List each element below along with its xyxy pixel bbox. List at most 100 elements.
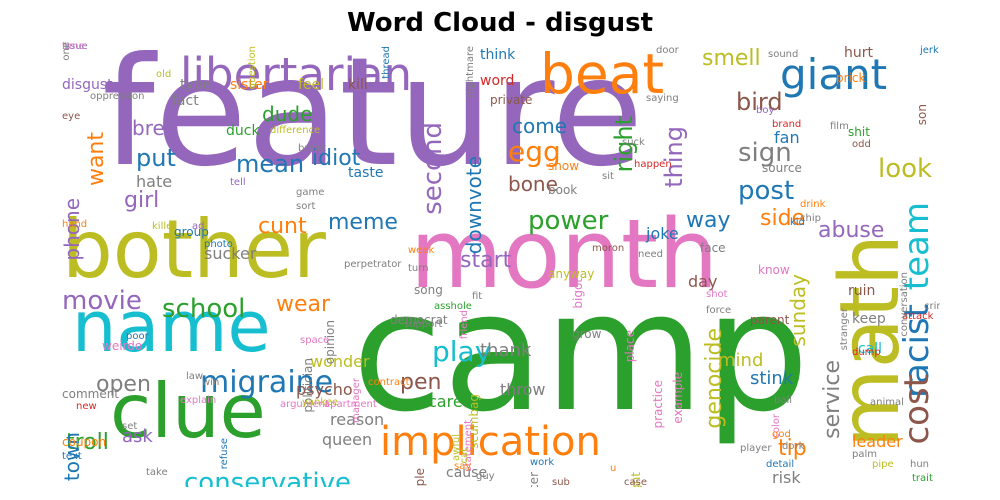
- word-ball: ball: [774, 395, 793, 406]
- word-type: type: [180, 77, 212, 93]
- word-trait: trait: [912, 473, 933, 484]
- word-cost: cost: [897, 374, 937, 445]
- word-asshole: asshole: [434, 301, 472, 312]
- word-ruin: ruin: [848, 283, 876, 299]
- word-kill: kill: [348, 77, 368, 93]
- word-oppression: oppression: [90, 91, 145, 102]
- word-break: break: [298, 143, 327, 154]
- word-post: post: [738, 176, 795, 206]
- word-sister: sister: [230, 77, 269, 93]
- word-god: god: [772, 429, 791, 440]
- word-new: new: [76, 401, 97, 412]
- word-fan: fan: [774, 128, 800, 147]
- word-dump: dump: [852, 347, 881, 358]
- word-joke: joke: [646, 224, 679, 243]
- word-egg: egg: [508, 135, 561, 168]
- word-question: question: [247, 46, 258, 90]
- word-poor: poor: [126, 331, 149, 342]
- word-sub: sub: [552, 477, 570, 488]
- word-bone: bone: [508, 172, 558, 196]
- word-day: day: [688, 272, 718, 291]
- word-practice: practice: [651, 380, 665, 429]
- word-feature: feature: [102, 42, 644, 200]
- word-cause: cause: [446, 465, 488, 481]
- word-thing: thing: [660, 126, 688, 188]
- word-refuse: refuse: [219, 438, 230, 470]
- word-killer: killer: [152, 221, 177, 232]
- word-group: group: [174, 225, 209, 239]
- word-grow: grow: [572, 327, 602, 341]
- word-leader: leader: [852, 432, 903, 451]
- word-hate: hate: [136, 172, 173, 191]
- word-week: week: [408, 245, 435, 256]
- word-conversation: conversation: [899, 272, 910, 337]
- word-stranger: stranger: [839, 308, 850, 351]
- word-cunt: cunt: [258, 214, 307, 239]
- word-kid: kid: [790, 217, 805, 228]
- word-meme: meme: [328, 210, 398, 235]
- word-genocide: genocide: [702, 328, 727, 429]
- word-support: support: [404, 319, 443, 330]
- word-ad: ad: [192, 221, 205, 232]
- word-parent: parent: [750, 313, 790, 327]
- word-force: force: [706, 305, 732, 316]
- word-abuse: abuse: [818, 218, 885, 243]
- word-pen: pen: [400, 370, 442, 395]
- word-school: school: [162, 294, 246, 324]
- word-perpetrator: perpetrator: [344, 259, 402, 270]
- word-argument: argument: [280, 399, 329, 410]
- word-sucker: sucker: [204, 244, 257, 263]
- word-cloud: feature camp month bother name clue math beat li…: [62, 42, 940, 487]
- word-duck: duck: [226, 123, 260, 139]
- word-shit: shit: [848, 125, 870, 139]
- word-tip: tip: [778, 436, 807, 461]
- word-side: side: [760, 206, 806, 231]
- word-dude: dude: [262, 102, 313, 126]
- word-shot: shot: [706, 289, 728, 300]
- word-play: play: [432, 335, 492, 368]
- word-bird: bird: [736, 88, 783, 116]
- word-mean: mean: [236, 150, 305, 178]
- word-apartment: apartment: [324, 399, 377, 410]
- word-care: care: [428, 392, 463, 411]
- word-smell: smell: [702, 46, 761, 71]
- word-taste: taste: [348, 165, 384, 181]
- word-drink: drink: [800, 199, 826, 210]
- word-sign: sign: [738, 138, 792, 168]
- word-thank: thank: [480, 340, 532, 361]
- word-dork: dork: [782, 441, 805, 452]
- word-second: second: [418, 122, 448, 215]
- word-way: way: [686, 208, 731, 233]
- word-downvote: downvote: [462, 156, 486, 255]
- word-tell: tell: [230, 177, 246, 188]
- word-look: look: [878, 154, 933, 184]
- word-yankee: yankee: [302, 397, 339, 408]
- word-hurt: hurt: [844, 45, 873, 61]
- word-film: film: [830, 121, 849, 132]
- word-idiot: idiot: [312, 146, 361, 171]
- word-giant: giant: [780, 50, 888, 99]
- word-sort: sort: [296, 201, 316, 212]
- word-keep: keep: [852, 311, 886, 327]
- word-think: think: [480, 47, 516, 63]
- word-democrat: democrat: [390, 313, 448, 327]
- word-people: people: [413, 468, 427, 487]
- word-month: month: [410, 200, 719, 310]
- word-difference: difference: [270, 125, 321, 136]
- word-animal: animal: [870, 397, 904, 408]
- word-text: text: [62, 451, 82, 462]
- word-fact: fact: [172, 93, 199, 109]
- word-implication: implication: [380, 419, 601, 465]
- word-friend: friend: [459, 310, 470, 340]
- word-bother: bother: [62, 203, 326, 296]
- word-eye: eye: [62, 111, 81, 122]
- word-word: word: [480, 73, 515, 89]
- word-private: private: [490, 93, 533, 107]
- word-guy: guy: [476, 471, 495, 482]
- word-pipe: pipe: [872, 459, 894, 470]
- word-disgust: disgust: [62, 77, 113, 93]
- word-reason: reason: [330, 410, 385, 429]
- word-case: case: [624, 477, 647, 488]
- word-set: set: [122, 421, 138, 432]
- word-attack: attack: [902, 311, 934, 322]
